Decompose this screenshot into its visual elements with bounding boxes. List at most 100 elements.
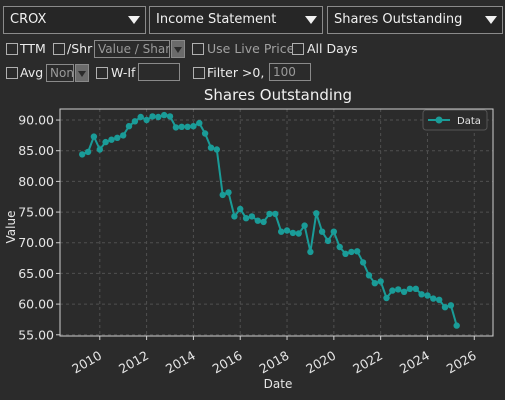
data-point xyxy=(125,123,133,130)
grid xyxy=(60,109,493,336)
data-point xyxy=(395,286,402,293)
data-point xyxy=(441,304,449,311)
wif-input[interactable] xyxy=(138,63,180,81)
data-point xyxy=(84,148,92,156)
data-point xyxy=(318,228,326,235)
data-point xyxy=(178,123,185,130)
data-point xyxy=(108,136,115,143)
metric-value: Shares Outstanding xyxy=(334,12,463,27)
data-point xyxy=(102,138,109,146)
x-tick-label: 2024 xyxy=(397,348,432,377)
data-point xyxy=(289,229,297,237)
data-point xyxy=(79,151,86,158)
filter-input[interactable]: 100 xyxy=(269,63,311,81)
per-share-checkbox[interactable] xyxy=(53,43,65,55)
wif-label: W-If xyxy=(111,65,136,80)
x-tick-label: 2020 xyxy=(303,348,338,377)
wif-checkbox[interactable] xyxy=(96,67,108,79)
data-point xyxy=(161,111,168,119)
data-point xyxy=(283,227,291,234)
data-point xyxy=(430,295,437,302)
data-point xyxy=(418,291,425,298)
x-tick-label: 2010 xyxy=(69,348,104,377)
plot-area xyxy=(60,109,493,336)
data-point xyxy=(213,146,220,153)
series-data xyxy=(79,111,460,329)
data-point xyxy=(359,259,367,266)
data-point xyxy=(406,285,414,292)
live-price-checkbox[interactable] xyxy=(192,43,204,55)
legend: Data xyxy=(422,109,488,131)
data-point xyxy=(412,285,419,292)
all-days-checkbox[interactable] xyxy=(292,43,304,55)
data-point xyxy=(219,191,226,199)
data-point xyxy=(196,119,203,127)
data-point xyxy=(377,278,384,285)
data-point xyxy=(307,248,314,256)
data-point xyxy=(272,210,279,218)
x-tick-label: 2012 xyxy=(116,348,151,377)
data-point xyxy=(155,113,162,121)
data-point xyxy=(313,210,320,217)
data-point xyxy=(254,217,261,224)
per-share-select[interactable]: Value / Share xyxy=(94,40,170,58)
data-point xyxy=(365,272,373,279)
avg-label: Avg xyxy=(20,65,44,80)
x-tick-label: 2022 xyxy=(350,348,385,377)
data-point xyxy=(324,237,332,245)
data-point xyxy=(120,132,127,139)
x-tick-label: 2016 xyxy=(210,348,245,377)
data-point xyxy=(371,280,378,287)
chevron-down-icon xyxy=(485,16,497,24)
chevron-down-icon xyxy=(305,16,317,24)
per-share-dropdown-arrow[interactable] xyxy=(171,40,185,58)
ticker-dropdown[interactable]: CROX xyxy=(3,6,146,34)
per-share-placeholder: Value / Share xyxy=(98,42,170,56)
shares-chart: 55.00 60.00 65.00 70.00 75.00 80.00 85.00 90.00… xyxy=(4,86,494,391)
data-point xyxy=(400,288,408,295)
legend-marker xyxy=(435,116,443,124)
live-price-label: Use Live Price xyxy=(207,41,295,56)
statement-dropdown[interactable]: Income Statement xyxy=(149,6,323,34)
data-point xyxy=(166,113,174,120)
data-point xyxy=(278,228,285,235)
avg-dropdown-arrow[interactable] xyxy=(75,64,89,82)
data-point xyxy=(424,292,431,299)
filter-label: Filter >0, < xyxy=(207,65,279,80)
y-tick-label: 70.00 xyxy=(18,235,54,250)
all-days-label: All Days xyxy=(307,41,358,56)
data-point xyxy=(383,294,390,302)
x-tick-label: 2014 xyxy=(163,348,198,377)
data-point xyxy=(266,210,273,218)
ticker-value: CROX xyxy=(10,12,47,27)
ttm-label: TTM xyxy=(20,41,46,56)
data-point xyxy=(436,296,443,303)
data-point xyxy=(242,215,250,222)
avg-select[interactable]: Non xyxy=(46,64,74,82)
avg-checkbox[interactable] xyxy=(6,67,18,79)
avg-value: Non xyxy=(50,66,74,80)
metric-dropdown[interactable]: Shares Outstanding xyxy=(327,6,503,34)
y-tick-label: 90.00 xyxy=(18,113,54,128)
x-tick-label: 2018 xyxy=(256,348,291,377)
data-point xyxy=(96,146,104,153)
data-point xyxy=(301,222,308,229)
data-point xyxy=(137,113,144,121)
y-tick-label: 80.00 xyxy=(18,174,54,189)
y-tick-label: 55.00 xyxy=(18,327,54,342)
data-point xyxy=(348,248,355,256)
data-point xyxy=(389,287,396,294)
data-point xyxy=(143,116,150,124)
x-tick-label: 2026 xyxy=(444,348,479,377)
y-tick-label: 85.00 xyxy=(18,143,54,158)
statement-value: Income Statement xyxy=(156,12,277,27)
data-point xyxy=(149,113,156,120)
x-axis-label: Date xyxy=(264,377,293,391)
data-point xyxy=(453,322,460,329)
filter-checkbox[interactable] xyxy=(193,67,205,79)
data-point xyxy=(237,205,244,213)
y-tick-label: 65.00 xyxy=(18,266,54,281)
data-point xyxy=(131,118,139,125)
ttm-checkbox[interactable] xyxy=(6,43,18,55)
filter-value: 100 xyxy=(273,65,296,79)
